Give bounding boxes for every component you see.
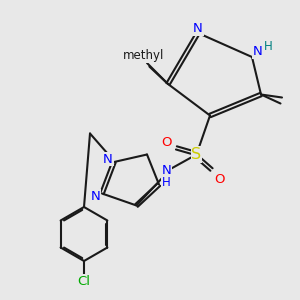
Text: N: N <box>103 152 113 166</box>
Text: N: N <box>193 22 203 35</box>
Text: O: O <box>215 173 225 186</box>
Text: O: O <box>161 136 172 149</box>
Text: H: H <box>162 176 171 190</box>
Text: N: N <box>162 164 171 178</box>
Text: N: N <box>91 190 100 203</box>
Text: methyl: methyl <box>123 49 164 62</box>
Text: N: N <box>253 45 262 58</box>
Text: Cl: Cl <box>77 274 91 288</box>
Text: H: H <box>264 40 273 53</box>
Text: S: S <box>191 147 202 162</box>
